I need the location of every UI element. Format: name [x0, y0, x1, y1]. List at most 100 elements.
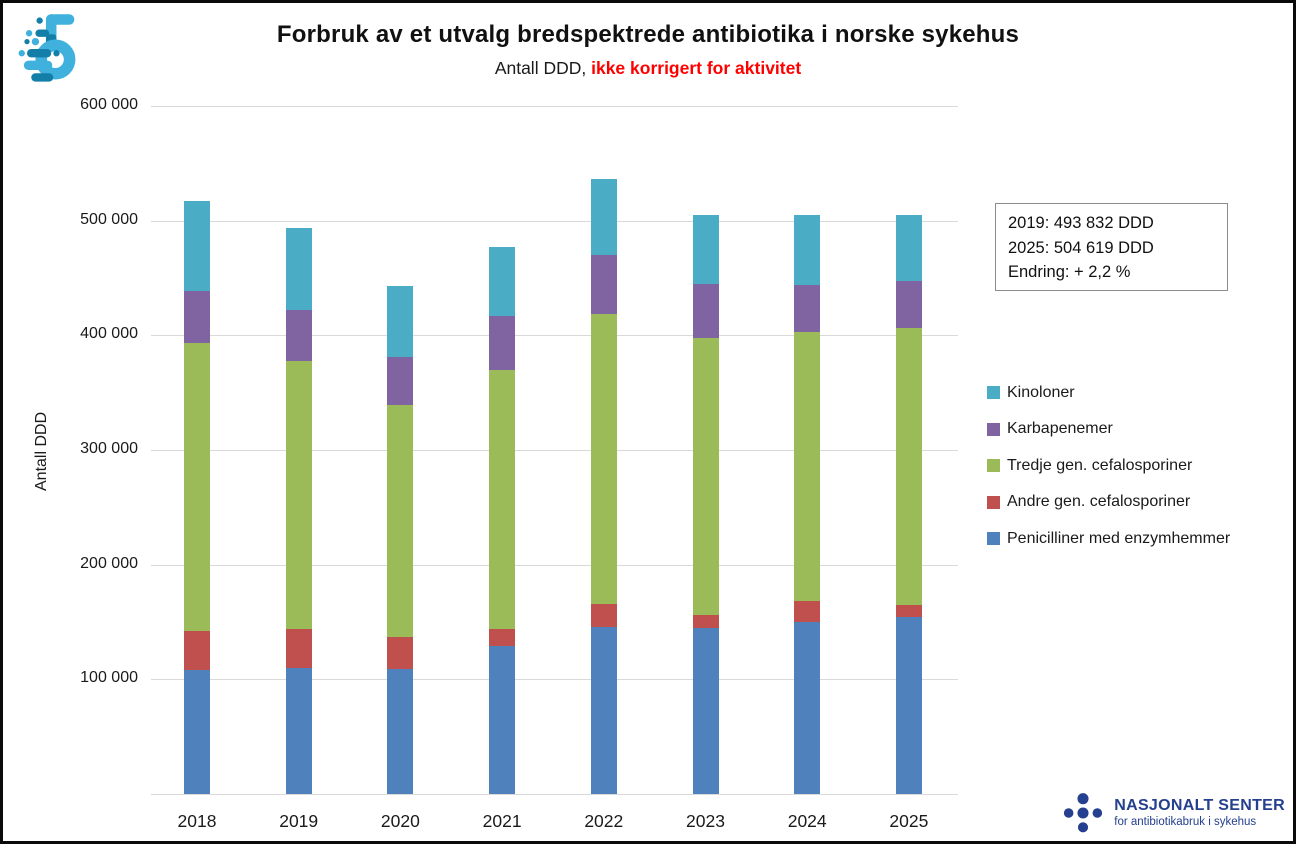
nsas-five-logo-icon	[15, 9, 79, 89]
bar-segment	[692, 283, 719, 338]
gridline-300000	[151, 450, 958, 451]
bar-segment	[895, 214, 922, 282]
bar-segment	[387, 636, 414, 670]
bar-segment	[285, 360, 312, 629]
y-tick-label: 500 000	[80, 210, 138, 228]
bar-segment	[895, 604, 922, 618]
brand-subtitle: for antibiotikabruk i sykehus	[1114, 816, 1257, 829]
legend-swatch-icon	[987, 495, 1000, 509]
bar-segment	[794, 214, 821, 285]
legend-swatch-icon	[987, 422, 1000, 436]
annotation-line-endring: Endring: + 2,2 %	[1008, 263, 1131, 281]
y-tick-label: 300 000	[80, 440, 138, 457]
bar-segment	[489, 315, 516, 370]
annotation-line-2025: 2025: 504 619 DDD	[1008, 238, 1154, 257]
gridline-200000	[151, 564, 958, 566]
bar-segment	[692, 627, 719, 794]
bar-segment	[387, 357, 414, 406]
y-tick-label: 200 000	[80, 554, 138, 572]
bar-segment	[184, 631, 210, 671]
bar-segment	[794, 601, 821, 622]
bar-segment	[489, 247, 516, 316]
x-tick-label-2022: 2022	[584, 811, 624, 831]
x-tick-label-2019: 2019	[279, 811, 319, 831]
plot-area	[151, 106, 958, 795]
chart-subtitle-plain: Antall DDD,	[494, 58, 587, 78]
bar-segment	[590, 313, 617, 604]
legend-item: Kinoloner	[987, 384, 1230, 401]
bar-segment	[895, 281, 922, 329]
legend-swatch-icon	[987, 386, 1000, 399]
five-dots-icon	[18, 14, 76, 82]
y-tick-label: 400 000	[80, 325, 138, 343]
legend-label: Kinoloner	[1007, 383, 1075, 401]
bar-segment	[590, 626, 617, 794]
x-tick-label-2025: 2025	[889, 811, 929, 831]
stacked-bar-2018	[184, 201, 210, 794]
legend-item: Penicilliner med enzymhemmer	[987, 530, 1230, 547]
bar-segment	[387, 286, 414, 358]
bar-segment	[895, 617, 922, 794]
legend-swatch-icon	[987, 532, 1000, 545]
bar-segment	[489, 646, 516, 794]
bar-segment	[692, 214, 719, 284]
bar-segment	[285, 310, 312, 361]
dots-cross-icon	[1064, 793, 1103, 833]
bar-segment	[285, 667, 312, 794]
legend-label: Karbapenemer	[1007, 420, 1113, 437]
legend-item: Andre gen. cefalosporiner	[987, 493, 1230, 511]
bar-segment	[590, 179, 617, 256]
bar-segment	[184, 201, 210, 291]
legend-label: Penicilliner med enzymhemmer	[1007, 529, 1231, 547]
chart-subtitle-warning: ikke korrigert for aktivitet	[591, 58, 802, 78]
legend-label: Andre gen. cefalosporiner	[1007, 493, 1191, 510]
bar-segment	[184, 670, 210, 794]
bar-segment	[692, 615, 719, 628]
chart-title: Forbruk av et utvalg bredspektrede antib…	[276, 21, 1020, 48]
bar-segment	[590, 603, 617, 627]
legend-item: Karbapenemer	[987, 420, 1230, 438]
stacked-bar-2020	[387, 286, 414, 794]
nasjonalt-senter-brand: NASJONALT SENTER for antibiotikabruk i s…	[1060, 791, 1285, 835]
bar-segment	[184, 343, 210, 632]
chart-legend: Kinoloner Karbapenemer Tredje gen. cefalos…	[987, 384, 1230, 567]
bar-segment	[184, 290, 210, 344]
x-tick-label-2023: 2023	[686, 811, 725, 831]
stacked-bar-2021	[489, 247, 516, 794]
stacked-bar-2024	[794, 214, 821, 794]
bar-segment	[895, 328, 922, 605]
bar-segment	[794, 284, 821, 332]
annotation-line-2019: 2019: 493 832 DDD	[1008, 214, 1154, 232]
legend-item: Tredje gen. cefalosporiner	[987, 457, 1230, 474]
gridline-100000	[151, 679, 958, 681]
x-tick-label-2020: 2020	[380, 811, 420, 831]
stacked-bar-2023	[692, 214, 719, 794]
bar-segment	[285, 628, 312, 668]
chart-subtitle: Antall DDD, ikke korrigert for aktivitet	[3, 58, 1293, 79]
y-tick-label: 100 000	[80, 669, 138, 687]
bar-segment	[387, 405, 414, 637]
bar-segment	[285, 227, 312, 311]
stacked-bar-2022	[590, 179, 617, 794]
bar-segment	[489, 628, 516, 647]
gridline-400000	[151, 335, 958, 337]
bar-segment	[489, 369, 516, 629]
x-tick-label-2018: 2018	[177, 811, 217, 831]
legend-label: Tredje gen. cefalosporiner	[1007, 456, 1193, 474]
stacked-bar-2025	[895, 214, 922, 794]
bar-segment	[387, 669, 414, 794]
gridline-500000	[151, 220, 958, 222]
gridline-600000	[151, 106, 958, 107]
brand-title: NASJONALT SENTER	[1114, 796, 1285, 814]
summary-annotation-box: 2019: 493 832 DDD 2025: 504 619 DDD Endr…	[995, 203, 1228, 291]
legend-swatch-icon	[987, 459, 1000, 472]
y-tick-label: 600 000	[80, 96, 138, 113]
stacked-bar-2019	[285, 227, 312, 794]
bar-segment	[692, 337, 719, 616]
bar-segment	[794, 622, 821, 794]
bar-segment	[590, 255, 617, 314]
x-tick-label-2024: 2024	[787, 811, 827, 831]
x-tick-label-2021: 2021	[482, 811, 522, 831]
bar-segment	[794, 331, 821, 602]
